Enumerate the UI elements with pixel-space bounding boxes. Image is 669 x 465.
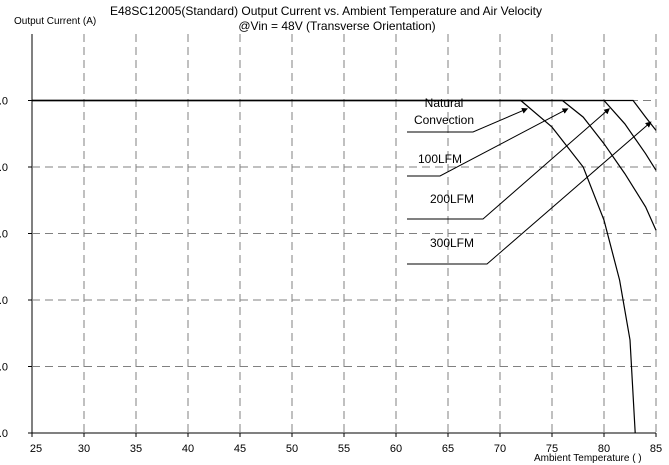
x-tick-label: 45 — [234, 443, 246, 455]
annotation-label: Natural — [425, 96, 464, 110]
chart-title: E48SC12005(Standard) Output Current vs. … — [110, 4, 542, 18]
x-tick-label: 75 — [546, 443, 558, 455]
y-tick-label: .0 — [0, 295, 8, 307]
annotation-leader-line — [407, 108, 569, 177]
annotation-leader-line — [407, 108, 610, 220]
x-tick-label: 85 — [650, 443, 662, 455]
x-tick-label: 30 — [78, 443, 90, 455]
y-tick-label: .0 — [0, 96, 8, 108]
x-tick-label: 55 — [338, 443, 350, 455]
annotation-label: Convection — [414, 113, 474, 127]
x-tick-label: 65 — [442, 443, 454, 455]
series-line-200lfm — [32, 99, 657, 171]
x-tick-label: 70 — [494, 443, 506, 455]
annotations: Natural Convection 100LFM 200LFM 300LFM — [407, 96, 652, 265]
tick-labels: 25 30 35 40 45 50 55 60 65 70 75 80 85 .0 .0 .0 .0 .0 .0 — [0, 96, 662, 456]
annotation-leader-line — [407, 121, 652, 265]
chart-subtitle: @Vin = 48V (Transverse Orientation) — [238, 19, 435, 33]
x-tick-label: 25 — [30, 443, 42, 455]
x-tick-label: 35 — [130, 443, 142, 455]
series-group — [32, 99, 657, 434]
annotation-leader-line — [407, 108, 528, 133]
y-tick-label: .0 — [0, 229, 8, 241]
x-tick-label: 80 — [598, 443, 610, 455]
x-axis-label: Ambient Temperature ( ) — [534, 453, 642, 464]
y-axis-label: Output Current (A) — [14, 16, 96, 27]
series-line-natural-convection — [32, 99, 636, 434]
x-tick-label: 40 — [182, 443, 194, 455]
annotation-label: 300LFM — [430, 236, 474, 250]
x-tick-label: 60 — [390, 443, 402, 455]
annotation-label: 100LFM — [418, 152, 462, 166]
y-tick-label: .0 — [0, 428, 8, 440]
x-tick-label: 50 — [286, 443, 298, 455]
y-tick-label: .0 — [0, 362, 8, 374]
grid — [28, 34, 657, 437]
annotation-label: 200LFM — [430, 192, 474, 206]
y-tick-label: .0 — [0, 162, 8, 174]
